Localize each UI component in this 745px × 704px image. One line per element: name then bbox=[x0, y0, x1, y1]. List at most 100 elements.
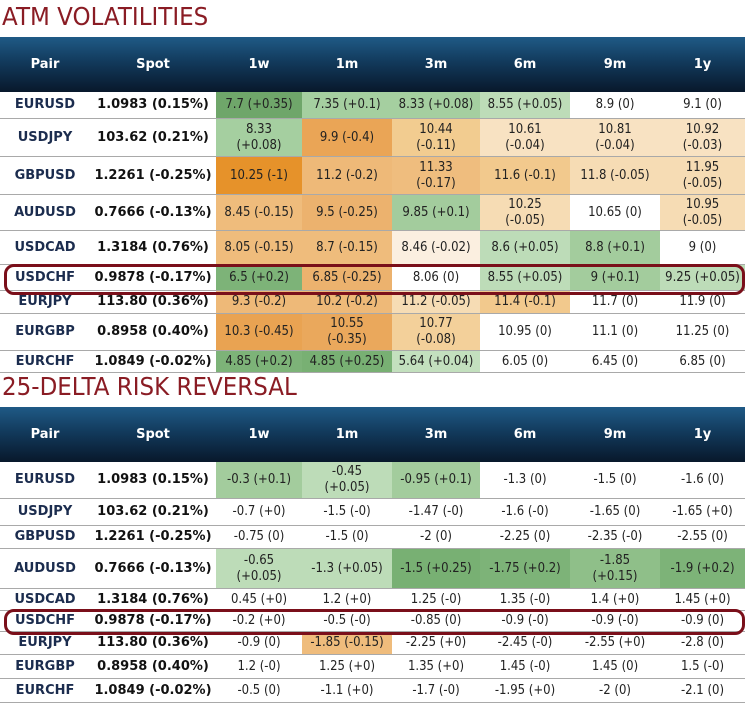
column-header-3m[interactable]: 3m bbox=[424, 56, 448, 72]
column-header-9m[interactable]: 9m bbox=[603, 56, 627, 72]
pair-label[interactable]: EURCHF bbox=[15, 682, 75, 698]
cell-1m: 10.55 (-0.35) bbox=[302, 314, 392, 350]
table-row-usdchf: USDCHF 0.9878 (-0.17%) 6.5 (+0.2) 6.85 (-0.… bbox=[0, 265, 745, 291]
spot-value: 0.8958 (0.40%) bbox=[97, 658, 209, 674]
cell-6m: 11.6 (-0.1) bbox=[480, 157, 570, 194]
cell-1w: -0.75 (0) bbox=[216, 526, 302, 548]
cell-1m: 9.5 (-0.25) bbox=[302, 195, 392, 230]
pair-label[interactable]: USDCAD bbox=[14, 591, 76, 607]
cell-1y: 9 (0) bbox=[660, 231, 745, 264]
cell-1m: -1.1 (+0) bbox=[302, 679, 392, 702]
spot-value: 103.62 (0.21%) bbox=[97, 129, 209, 145]
cell-1w: 10.25 (-1) bbox=[216, 157, 302, 194]
pair-label[interactable]: AUDUSD bbox=[14, 560, 76, 576]
pair-label[interactable]: GBPUSD bbox=[14, 529, 76, 544]
column-header-1y[interactable]: 1y bbox=[693, 426, 712, 442]
cell-1m: 9.9 (-0.4) bbox=[302, 119, 392, 156]
column-header-1m[interactable]: 1m bbox=[335, 426, 359, 442]
pair-label[interactable]: USDCHF bbox=[14, 269, 75, 285]
cell-9m: -0.9 (-0) bbox=[570, 611, 660, 631]
cell-6m: -1.3 (0) bbox=[480, 462, 570, 498]
cell-1w: -0.3 (+0.1) bbox=[216, 462, 302, 498]
cell-1w: 6.5 (+0.2) bbox=[216, 265, 302, 290]
cell-3m: 9.85 (+0.1) bbox=[392, 195, 480, 230]
cell-9m: -2.55 (+0) bbox=[570, 632, 660, 654]
table-row-gbpusd: GBPUSD 1.2261 (-0.25%) -0.75 (0) -1.5 (0) -2… bbox=[0, 526, 745, 549]
cell-1y: -1.9 (+0.2) bbox=[660, 549, 745, 588]
pair-label[interactable]: AUDUSD bbox=[14, 204, 76, 220]
pair-label[interactable]: USDJPY bbox=[17, 129, 73, 145]
pair-label[interactable]: EURJPY bbox=[18, 635, 72, 650]
cell-1y: 11.95 (-0.05) bbox=[660, 157, 745, 194]
column-header-1w[interactable]: 1w bbox=[248, 56, 270, 72]
cell-1m: 11.2 (-0.2) bbox=[302, 157, 392, 194]
cell-3m: 1.25 (-0) bbox=[392, 589, 480, 610]
cell-3m: 5.64 (+0.04) bbox=[392, 351, 480, 372]
column-header-spot[interactable]: Spot bbox=[136, 56, 170, 72]
table-row-gbpusd: GBPUSD 1.2261 (-0.25%) 10.25 (-1) 11.2 (-0.… bbox=[0, 157, 745, 195]
table-row-usdjpy: USDJPY 103.62 (0.21%) -0.7 (+0) -1.5 (-0) -1… bbox=[0, 499, 745, 526]
cell-1w: 7.7 (+0.35) bbox=[216, 92, 302, 118]
cell-1m: -1.3 (+0.05) bbox=[302, 549, 392, 588]
cell-6m: -0.9 (-0) bbox=[480, 611, 570, 631]
column-header-1m[interactable]: 1m bbox=[335, 56, 359, 72]
cell-1y: 10.95 (-0.05) bbox=[660, 195, 745, 230]
pair-label[interactable]: EURGBP bbox=[15, 324, 75, 339]
pair-label[interactable]: GBPUSD bbox=[14, 167, 76, 183]
cell-6m: -2.25 (0) bbox=[480, 526, 570, 548]
column-header-pair[interactable]: Pair bbox=[30, 426, 60, 442]
column-header-3m[interactable]: 3m bbox=[424, 426, 448, 442]
cell-1m: 1.25 (+0) bbox=[302, 655, 392, 678]
table-row-eurgbp: EURGBP 0.8958 (0.40%) 10.3 (-0.45) 10.55 (-… bbox=[0, 314, 745, 351]
pair-label[interactable]: EURGBP bbox=[15, 658, 75, 674]
cell-3m: -1.7 (-0) bbox=[392, 679, 480, 702]
table-row-audusd: AUDUSD 0.7666 (-0.13%) 8.45 (-0.15) 9.5 (-0… bbox=[0, 195, 745, 231]
cell-1m: 8.7 (-0.15) bbox=[302, 231, 392, 264]
cell-1w: -0.7 (+0) bbox=[216, 499, 302, 525]
cell-1m: -1.5 (-0) bbox=[302, 499, 392, 525]
spot-value: 1.0849 (-0.02%) bbox=[94, 682, 212, 698]
cell-6m: 8.55 (+0.05) bbox=[480, 92, 570, 118]
spot-value: 103.62 (0.21%) bbox=[97, 504, 209, 519]
cell-3m: -1.5 (+0.25) bbox=[392, 549, 480, 588]
pair-label[interactable]: EURUSD bbox=[14, 472, 76, 487]
table-row-usdjpy: USDJPY 103.62 (0.21%) 8.33 (+0.08) 9.9 (-0.… bbox=[0, 119, 745, 157]
cell-3m: -0.95 (+0.1) bbox=[392, 462, 480, 498]
cell-1y: -2.8 (0) bbox=[660, 632, 745, 654]
cell-1y: -2.55 (0) bbox=[660, 526, 745, 548]
cell-1w: 4.85 (+0.2) bbox=[216, 351, 302, 372]
cell-1w: 8.45 (-0.15) bbox=[216, 195, 302, 230]
column-header-1y[interactable]: 1y bbox=[693, 56, 712, 72]
cell-1y: -1.65 (+0) bbox=[660, 499, 745, 525]
pair-label[interactable]: EURCHF bbox=[15, 353, 75, 369]
spot-value: 0.7666 (-0.13%) bbox=[94, 560, 212, 576]
cell-3m: 1.35 (+0) bbox=[392, 655, 480, 678]
cell-6m: 11.4 (-0.1) bbox=[480, 291, 570, 313]
cell-9m: 11.8 (-0.05) bbox=[570, 157, 660, 194]
pair-label[interactable]: USDJPY bbox=[17, 504, 73, 519]
table-row-eurjpy: EURJPY 113.80 (0.36%) 9.3 (-0.2) 10.2 (-0.2… bbox=[0, 291, 745, 314]
pair-label[interactable]: USDCAD bbox=[14, 239, 76, 255]
cell-1m: 1.2 (+0) bbox=[302, 589, 392, 610]
cell-3m: 11.33 (-0.17) bbox=[392, 157, 480, 194]
cell-1w: 10.3 (-0.45) bbox=[216, 314, 302, 350]
pair-label[interactable]: EURUSD bbox=[14, 97, 76, 112]
cell-9m: -1.65 (0) bbox=[570, 499, 660, 525]
spot-value: 0.8958 (0.40%) bbox=[97, 324, 209, 339]
cell-3m: -2 (0) bbox=[392, 526, 480, 548]
pair-label[interactable]: USDCHF bbox=[14, 613, 75, 628]
cell-9m: -2 (0) bbox=[570, 679, 660, 702]
column-header-6m[interactable]: 6m bbox=[513, 56, 537, 72]
cell-1m: -1.85 (-0.15) bbox=[302, 632, 392, 654]
column-header-6m[interactable]: 6m bbox=[513, 426, 537, 442]
column-header-1w[interactable]: 1w bbox=[248, 426, 270, 442]
column-header-9m[interactable]: 9m bbox=[603, 426, 627, 442]
cell-1w: 9.3 (-0.2) bbox=[216, 291, 302, 313]
column-header-pair[interactable]: Pair bbox=[30, 56, 60, 72]
cell-1m: -0.5 (-0) bbox=[302, 611, 392, 631]
spot-value: 1.0983 (0.15%) bbox=[97, 97, 209, 112]
spot-value: 1.2261 (-0.25%) bbox=[94, 529, 212, 544]
column-header-spot[interactable]: Spot bbox=[136, 426, 170, 442]
spot-value: 0.9878 (-0.17%) bbox=[94, 269, 212, 285]
pair-label[interactable]: EURJPY bbox=[18, 294, 72, 309]
